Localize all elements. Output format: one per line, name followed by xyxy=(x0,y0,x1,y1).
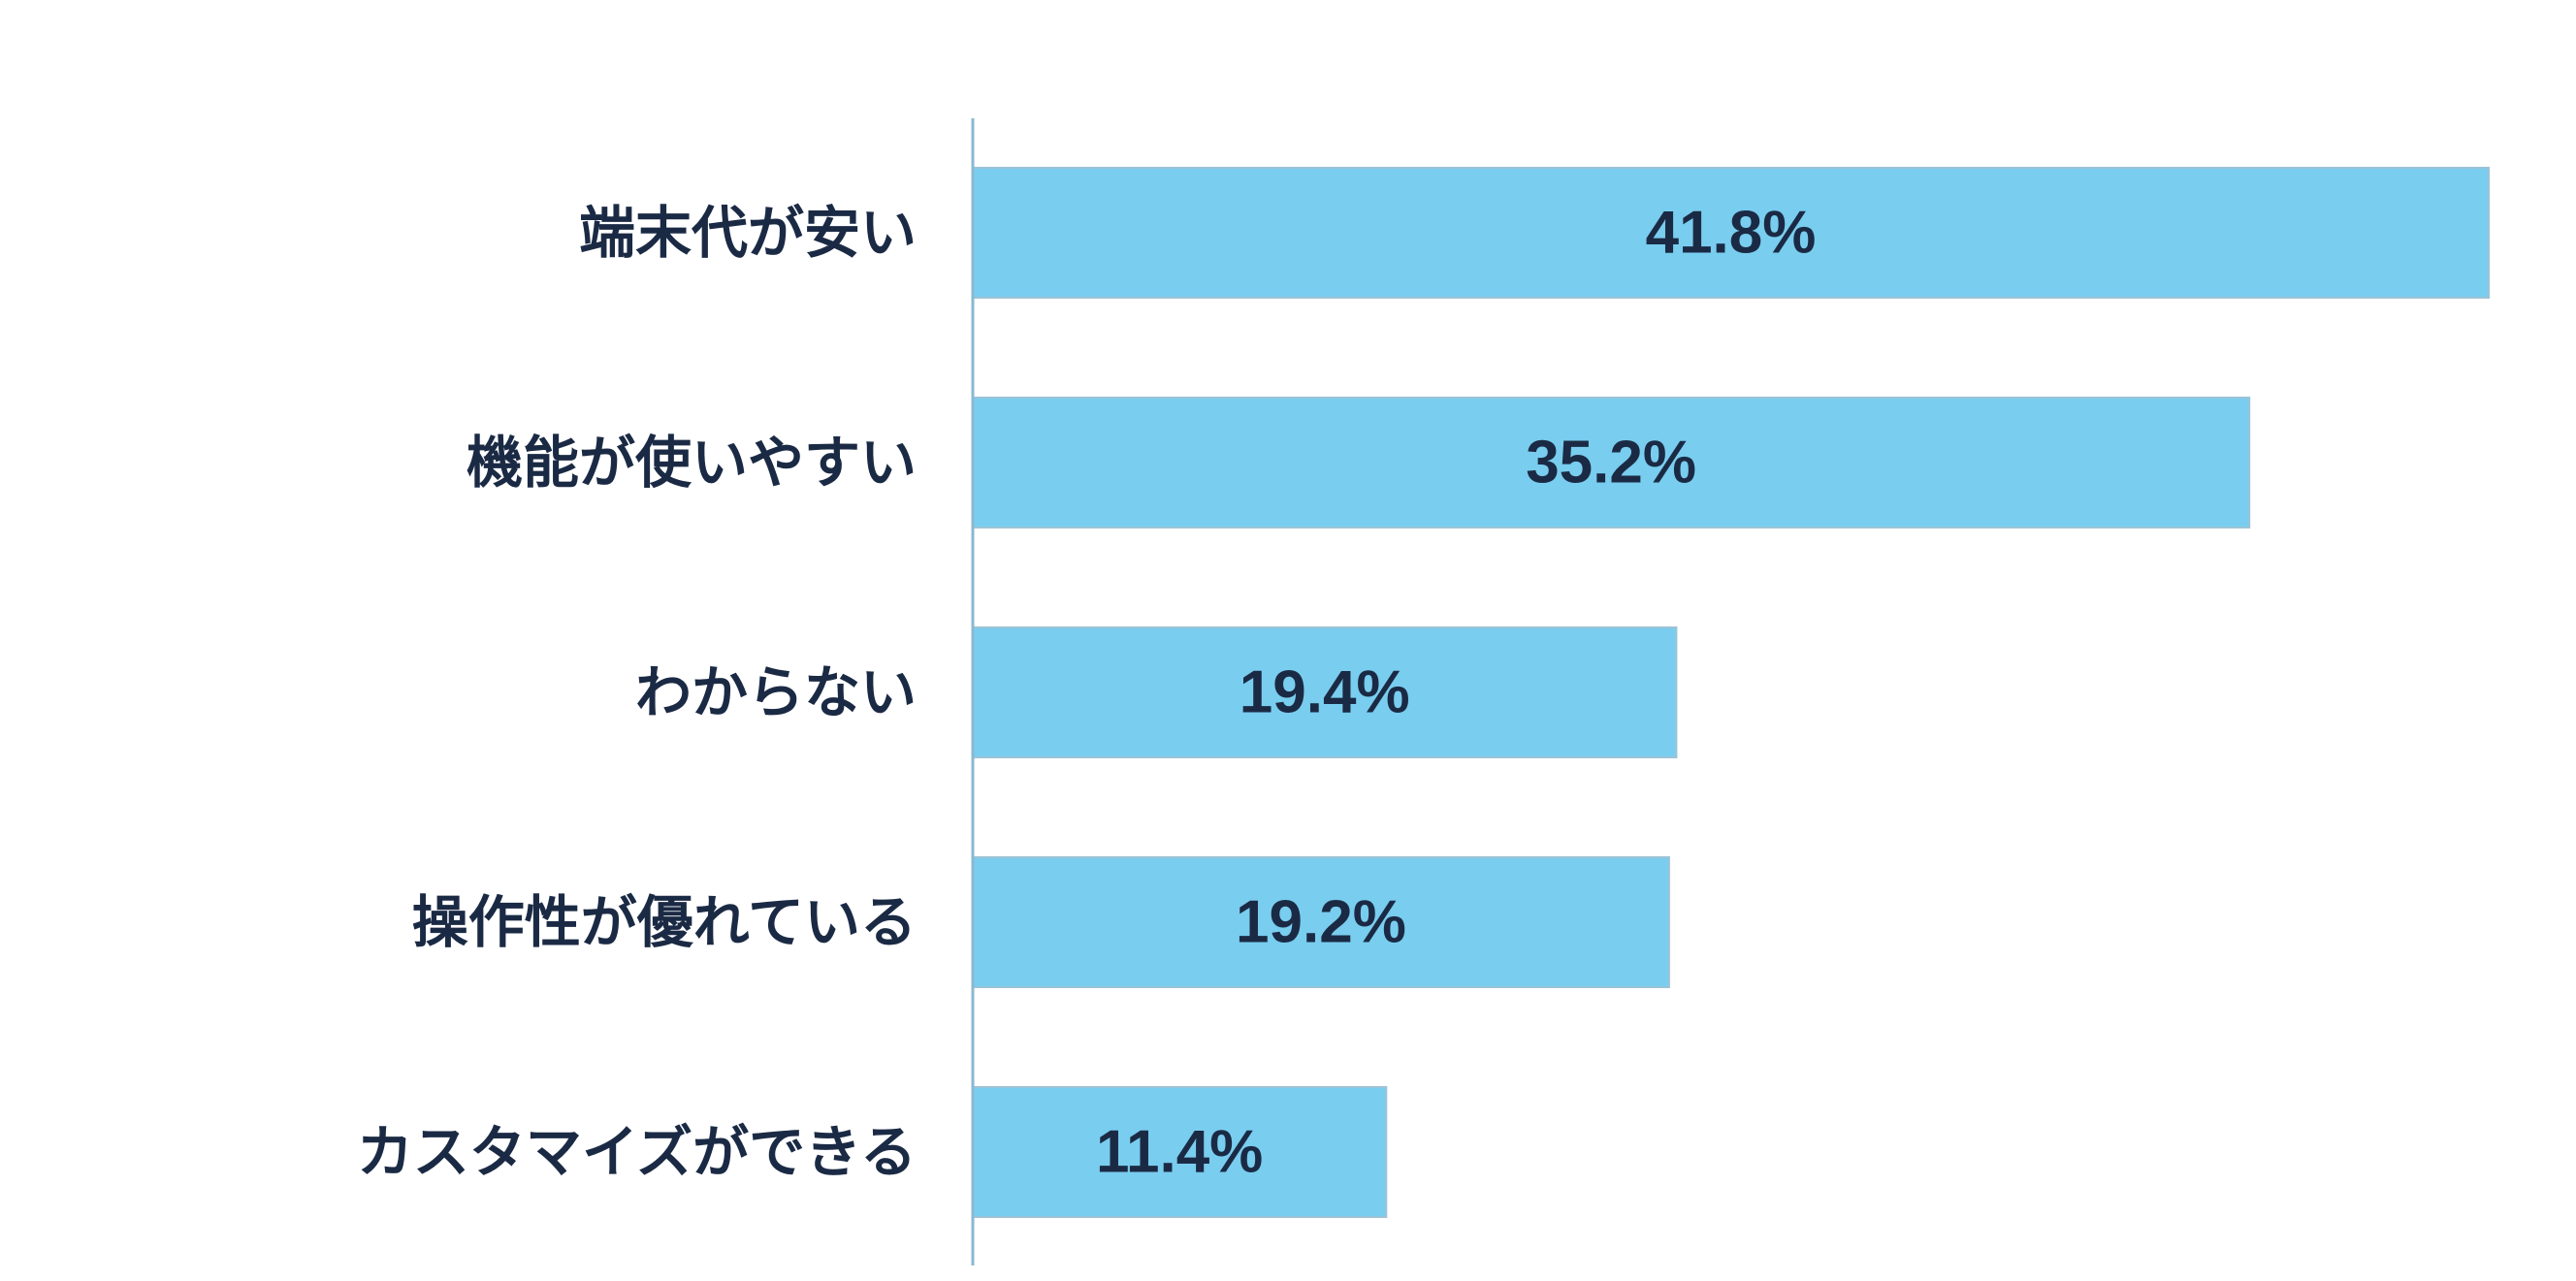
value-label-3: 19.2% xyxy=(1236,889,1406,956)
value-label-1: 35.2% xyxy=(1526,430,1696,496)
category-label-0: 端末代が安い xyxy=(579,200,917,266)
value-label-2: 19.4% xyxy=(1240,659,1410,726)
bar-1 xyxy=(972,397,2251,528)
bar-3 xyxy=(972,856,1670,988)
value-labels-group: 41.8% 35.2% 19.4% 19.2% 11.4% xyxy=(1096,200,1816,1186)
category-label-4: カスタマイズができる xyxy=(357,1119,917,1185)
category-label-3: 操作性が優れている xyxy=(412,889,917,955)
bars-group xyxy=(972,167,2490,1218)
category-label-2: わからない xyxy=(635,659,917,725)
bar-4 xyxy=(972,1086,1388,1218)
value-label-0: 41.8% xyxy=(1646,200,1817,267)
value-label-4: 11.4% xyxy=(1096,1119,1263,1186)
bar-2 xyxy=(972,626,1678,758)
category-label-1: 機能が使いやすい xyxy=(467,430,917,496)
bar-0 xyxy=(972,167,2490,299)
